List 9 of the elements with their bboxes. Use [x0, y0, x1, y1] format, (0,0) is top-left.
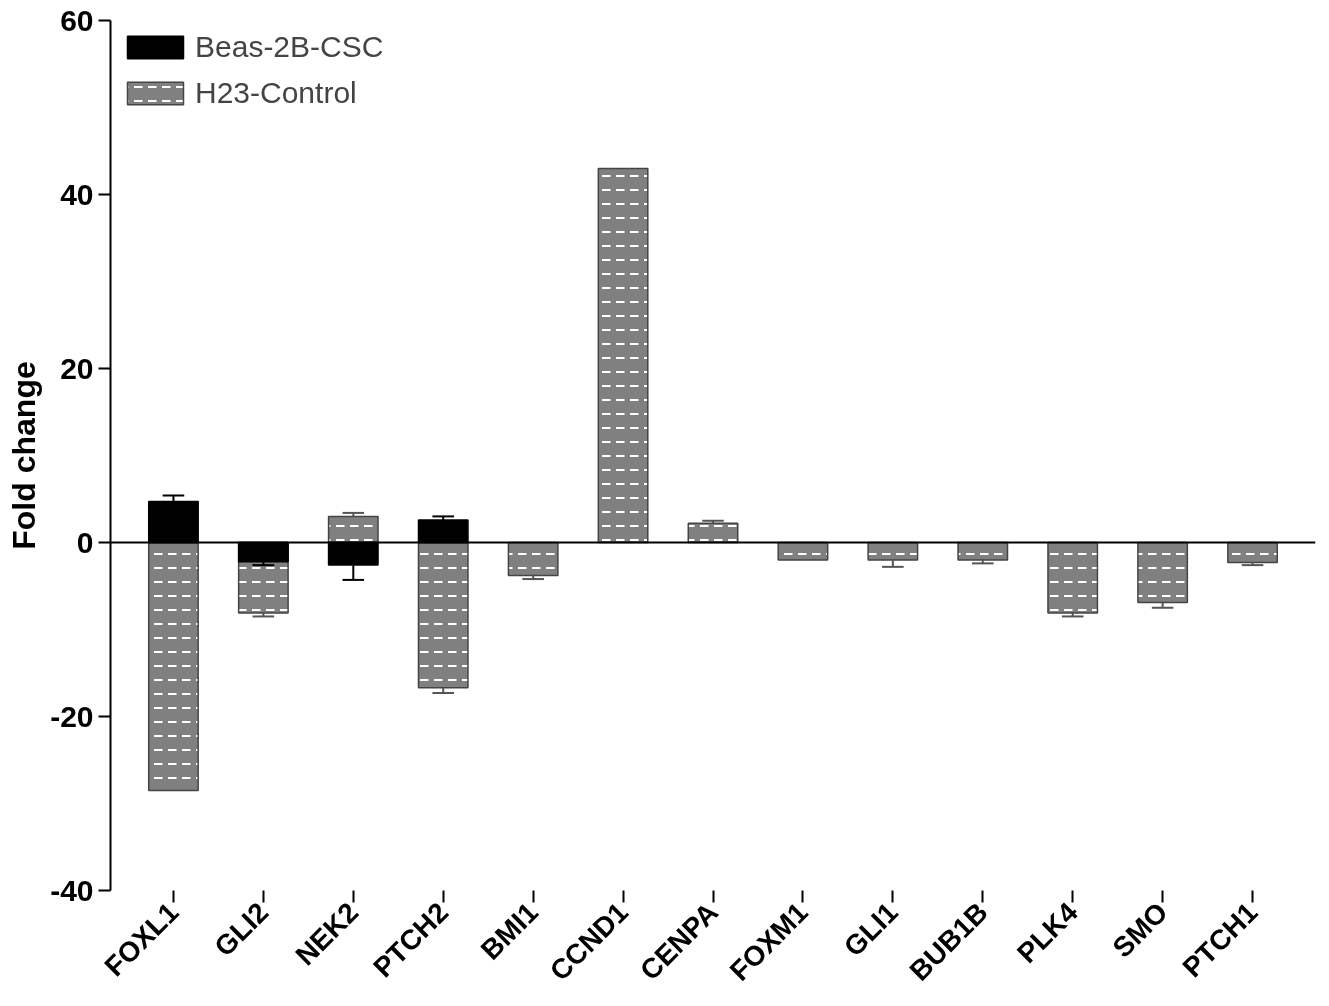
y-tick-label: 20: [60, 351, 94, 385]
legend-label: H23-Control: [195, 76, 357, 110]
y-tick-label: 60: [60, 3, 94, 37]
y-tick-label: -40: [50, 873, 94, 907]
legend-label: Beas-2B-CSC: [195, 30, 384, 64]
y-tick-label: 40: [60, 177, 94, 211]
y-axis-title: Fold change: [6, 361, 43, 550]
y-tick-label: -20: [50, 699, 94, 733]
y-tick-label: 0: [76, 525, 94, 559]
